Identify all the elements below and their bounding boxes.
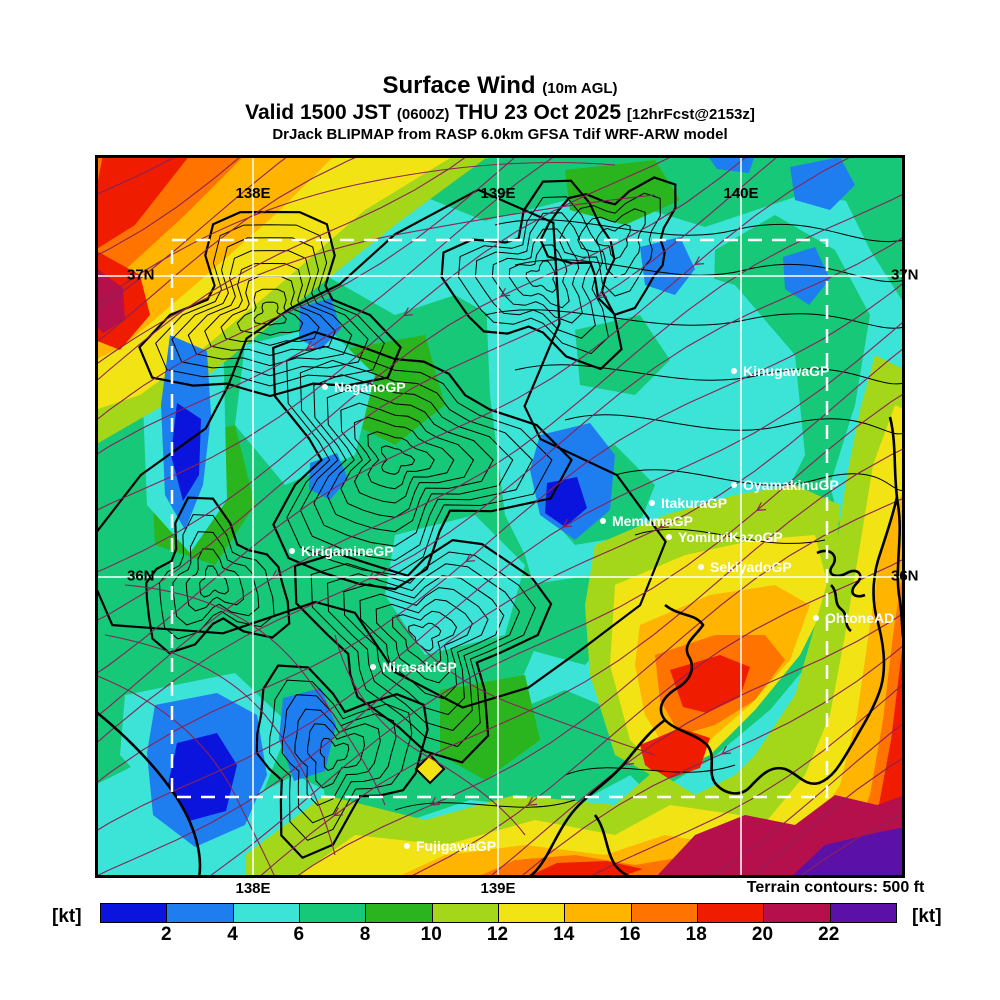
wind-map-canvas (95, 155, 905, 878)
valid-fcst: [12hrFcst@2153z] (626, 106, 755, 123)
streamline-layer (95, 155, 905, 878)
colorbar-segment (366, 904, 433, 922)
colorbar-segment (498, 904, 566, 922)
colorbar-segment (101, 904, 168, 922)
unit-label-right: [kt] (912, 906, 942, 927)
colorbar-tick-label: 16 (619, 924, 641, 945)
colorbar-tick-label: 14 (553, 924, 575, 945)
valid-line: Valid 1500 JST (0600Z) THU 23 Oct 2025 [… (0, 101, 1000, 125)
colorbar-tick-label: 6 (293, 924, 305, 945)
colorbar-tick-label: 22 (818, 924, 840, 945)
unit-label-left: [kt] (52, 906, 82, 927)
colorbar-tick-label: 10 (420, 924, 442, 945)
colorbar-segment (432, 904, 499, 922)
wind-map[interactable]: NaganoGP KinugawaGP OyamakinuGP ItakuraGP Me… (95, 155, 919, 878)
valid-prefix: Valid 1500 JST (245, 101, 392, 124)
colorbar-segment (167, 904, 234, 922)
valid-date: THU 23 Oct 2025 (455, 101, 622, 124)
terrain-note: Terrain contours: 500 ft (746, 879, 925, 896)
valid-zulu: (0600Z) (396, 106, 450, 123)
coastline-layer (95, 416, 905, 878)
domain-boundary-layer (95, 155, 905, 878)
page-title: Surface Wind (10m AGL) (0, 72, 1000, 100)
colorbar-segment (299, 904, 367, 922)
colorbar-tick-label: 12 (486, 924, 509, 945)
colorbar-segment (233, 904, 300, 922)
colorbar-segment (764, 904, 831, 922)
terrain-contour-layer (95, 176, 905, 860)
colorbar-segment (697, 904, 765, 922)
title-main: Surface Wind (382, 72, 536, 99)
colorbar-tick-label: 8 (359, 924, 371, 945)
colorbar-tick-label: 4 (227, 924, 238, 945)
colorbar-segment (631, 904, 698, 922)
model-line: DrJack BLIPMAP from RASP 6.0km GFSA Tdif… (272, 126, 728, 143)
wind-speed-colorbar (100, 903, 897, 923)
colorbar-segment (565, 904, 632, 922)
colorbar-tick-label: 20 (751, 924, 774, 945)
graticule-grid-layer (95, 155, 905, 878)
bottom-axis-label: 138E (235, 880, 271, 897)
title-suffix: (10m AGL) (542, 80, 618, 97)
colorbar-tick-label: 18 (685, 924, 707, 945)
colorbar-tick-label: 2 (160, 924, 172, 945)
colorbar-segment (830, 904, 896, 922)
bottom-axis-label: 139E (480, 880, 516, 897)
